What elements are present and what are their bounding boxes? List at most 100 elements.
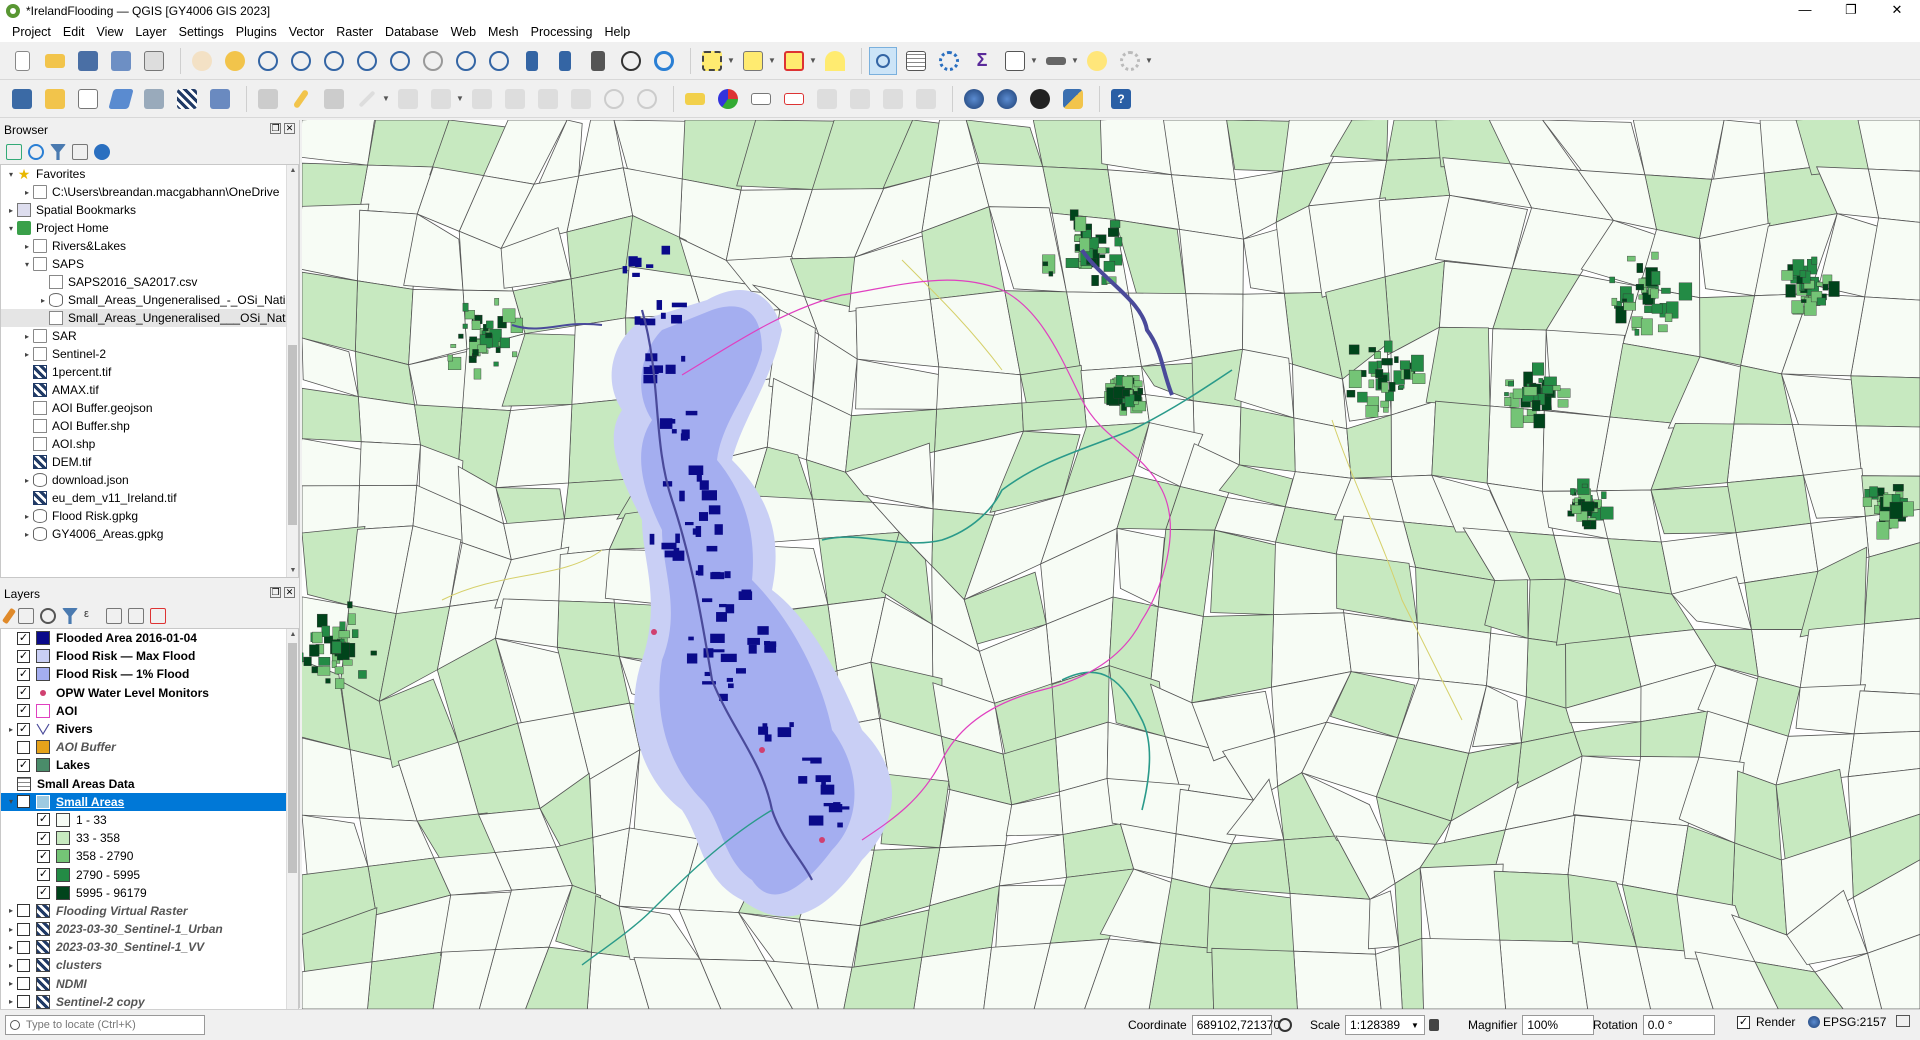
add-group-icon[interactable] (18, 608, 34, 624)
browser-item[interactable]: ▾ SAPS (1, 255, 298, 273)
menu-project[interactable]: Project (12, 25, 51, 39)
select-features-icon[interactable] (698, 47, 726, 75)
float-icon[interactable]: ❐ (270, 587, 281, 598)
menu-vector[interactable]: Vector (288, 25, 325, 39)
quickmap-icon[interactable] (1026, 85, 1054, 113)
python-console-icon[interactable] (1059, 85, 1087, 113)
browser-item[interactable]: DEM.tif (1, 453, 298, 471)
settings-disabled-icon[interactable] (1116, 47, 1144, 75)
chevron-down-icon[interactable]: ▼ (727, 56, 735, 65)
new-spatialite-icon[interactable] (107, 85, 135, 113)
save-as-icon[interactable] (107, 47, 135, 75)
toggle-extents-icon[interactable] (1277, 1018, 1292, 1032)
new-virtual-layer-icon[interactable] (140, 85, 168, 113)
print-layout-icon[interactable] (140, 47, 168, 75)
globe-plugin-icon[interactable] (960, 85, 988, 113)
close-icon[interactable]: ✕ (284, 123, 295, 134)
chevron-right-icon[interactable]: ▸ (24, 475, 29, 485)
label-properties-icon[interactable] (879, 85, 907, 113)
menu-web[interactable]: Web (450, 25, 477, 39)
chevron-right-icon[interactable]: ▸ (24, 241, 29, 251)
close-button[interactable]: ✕ (1891, 2, 1903, 17)
copy-icon[interactable] (534, 85, 562, 113)
chevron-right-icon[interactable]: ▸ (8, 997, 13, 1007)
field-calculator-icon[interactable] (1001, 47, 1029, 75)
open-project-icon[interactable] (41, 47, 69, 75)
layer-item[interactable]: ▸ 2023-03-30_Sentinel-1_VV (1, 938, 298, 956)
save-project-icon[interactable] (74, 47, 102, 75)
menu-processing[interactable]: Processing (530, 25, 593, 39)
browser-item[interactable]: ▸ Rivers&Lakes (1, 237, 298, 255)
label-show-hide-icon[interactable] (912, 85, 940, 113)
layer-visibility-checkbox[interactable] (17, 740, 30, 754)
layer-visibility-checkbox[interactable]: ✓ (17, 795, 30, 809)
refresh-icon[interactable] (650, 47, 678, 75)
maximize-button[interactable]: ❐ (1845, 2, 1857, 17)
undo-icon[interactable] (600, 85, 628, 113)
menu-raster[interactable]: Raster (336, 25, 374, 39)
chevron-right-icon[interactable]: ▸ (8, 906, 13, 916)
map-tips-icon[interactable] (1083, 47, 1111, 75)
chevron-down-icon[interactable]: ▾ (8, 797, 13, 807)
menu-help[interactable]: Help (604, 25, 631, 39)
layer-visibility-checkbox[interactable]: ✓ (17, 667, 30, 681)
chevron-right-icon[interactable]: ▸ (8, 942, 13, 952)
identify-features-icon[interactable] (869, 46, 897, 75)
zoom-layer-icon[interactable] (386, 47, 414, 75)
new-bookmark-icon[interactable] (551, 47, 579, 75)
layer-item[interactable]: ✓ 1 - 33 (1, 811, 298, 829)
layer-item[interactable]: ✓ OPW Water Level Monitors (1, 684, 298, 702)
collapse-all-icon[interactable] (128, 608, 144, 624)
minimize-button[interactable]: — (1798, 2, 1812, 17)
manage-themes-icon[interactable] (40, 608, 56, 624)
expand-all-icon[interactable] (106, 608, 122, 624)
chevron-down-icon[interactable]: ▼ (1411, 1020, 1419, 1030)
layer-visibility-checkbox[interactable]: ✓ (17, 704, 30, 718)
browser-item[interactable]: ▸ GY4006_Areas.gpkg (1, 525, 298, 543)
browser-item[interactable]: ▾ Project Home (1, 219, 298, 237)
layer-visibility-checkbox[interactable]: ✓ (37, 831, 50, 845)
messages-widget[interactable] (1896, 1015, 1910, 1027)
layer-item[interactable]: ▸ 2023-03-30_Sentinel-1_Urban (1, 920, 298, 938)
style-layer-icon[interactable] (1, 607, 17, 625)
filter-expression-icon[interactable]: ε (84, 608, 89, 620)
layer-item[interactable]: ✓ Flood Risk — 1% Flood (1, 665, 298, 683)
add-raster-icon[interactable] (173, 85, 201, 113)
layer-visibility-checkbox[interactable] (17, 904, 30, 918)
remove-layer-icon[interactable] (150, 608, 166, 624)
filter-icon[interactable] (50, 144, 66, 160)
layer-item[interactable]: Small Areas Data (1, 775, 298, 793)
layer-visibility-checkbox[interactable] (17, 977, 30, 991)
browser-scrollbar[interactable]: ▲ ▼ (286, 165, 298, 577)
lock-icon[interactable] (1428, 1019, 1439, 1031)
info-icon[interactable] (94, 144, 110, 160)
zoom-native-icon[interactable] (419, 47, 447, 75)
layer-visibility-checkbox[interactable] (17, 922, 30, 936)
zoom-out-icon[interactable] (287, 47, 315, 75)
refresh-icon[interactable] (28, 144, 44, 160)
label-rotate-icon[interactable] (846, 85, 874, 113)
browser-item[interactable]: ▸ Small_Areas_Ungeneralised_-_OSi_Nati (1, 291, 298, 309)
chevron-right-icon[interactable]: ▸ (24, 187, 29, 197)
layer-item[interactable]: ✓ Flooded Area 2016-01-04 (1, 629, 298, 647)
select-by-value-icon[interactable] (739, 47, 767, 75)
new-map-view-icon[interactable] (518, 47, 546, 75)
collapse-all-icon[interactable] (72, 144, 88, 160)
browser-item[interactable]: ▾ ★ Favorites (1, 165, 298, 183)
chevron-down-icon[interactable]: ▾ (24, 259, 29, 269)
browser-item[interactable]: AOI Buffer.geojson (1, 399, 298, 417)
redo-icon[interactable] (633, 85, 661, 113)
chevron-right-icon[interactable]: ▸ (24, 349, 29, 359)
pan-icon[interactable] (188, 47, 216, 75)
edits-icon[interactable] (254, 85, 282, 113)
close-icon[interactable]: ✕ (284, 587, 295, 598)
layers-scrollbar[interactable]: ▲ ▼ (286, 629, 298, 1027)
new-project-icon[interactable] (8, 47, 36, 75)
zoom-next-icon[interactable] (485, 47, 513, 75)
menu-mesh[interactable]: Mesh (488, 25, 519, 39)
show-bookmarks-icon[interactable] (584, 47, 612, 75)
chevron-down-icon[interactable]: ▾ (8, 223, 13, 233)
menu-plugins[interactable]: Plugins (235, 25, 277, 39)
browser-item[interactable]: SAPS2016_SA2017.csv (1, 273, 298, 291)
browser-item[interactable]: AOI Buffer.shp (1, 417, 298, 435)
